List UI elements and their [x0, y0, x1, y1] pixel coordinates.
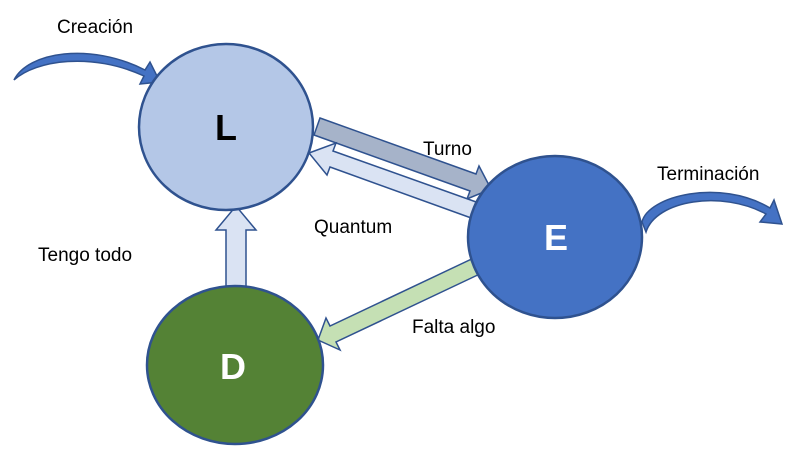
state-e-node	[466, 154, 644, 320]
creacion-label: Creación	[57, 17, 133, 38]
falta-algo-arrow	[317, 254, 485, 352]
tengo-todo-label: Tengo todo	[38, 245, 132, 266]
terminacion-curved-arrow	[641, 191, 784, 235]
turno-arrow	[313, 117, 493, 201]
state-l-node	[137, 42, 315, 212]
state-d-letter: D	[220, 346, 246, 387]
creacion-curved-arrow	[13, 52, 162, 85]
terminacion-label: Terminación	[657, 164, 759, 185]
state-d-node	[145, 284, 325, 446]
falta-algo-label: Falta algo	[412, 317, 495, 338]
quantum-label: Quantum	[314, 217, 392, 238]
quantum-arrow	[307, 141, 480, 220]
state-l-letter: L	[215, 107, 237, 148]
tengo-todo-arrow	[214, 204, 258, 288]
turno-label: Turno	[423, 139, 472, 160]
state-e-letter: E	[544, 217, 568, 258]
